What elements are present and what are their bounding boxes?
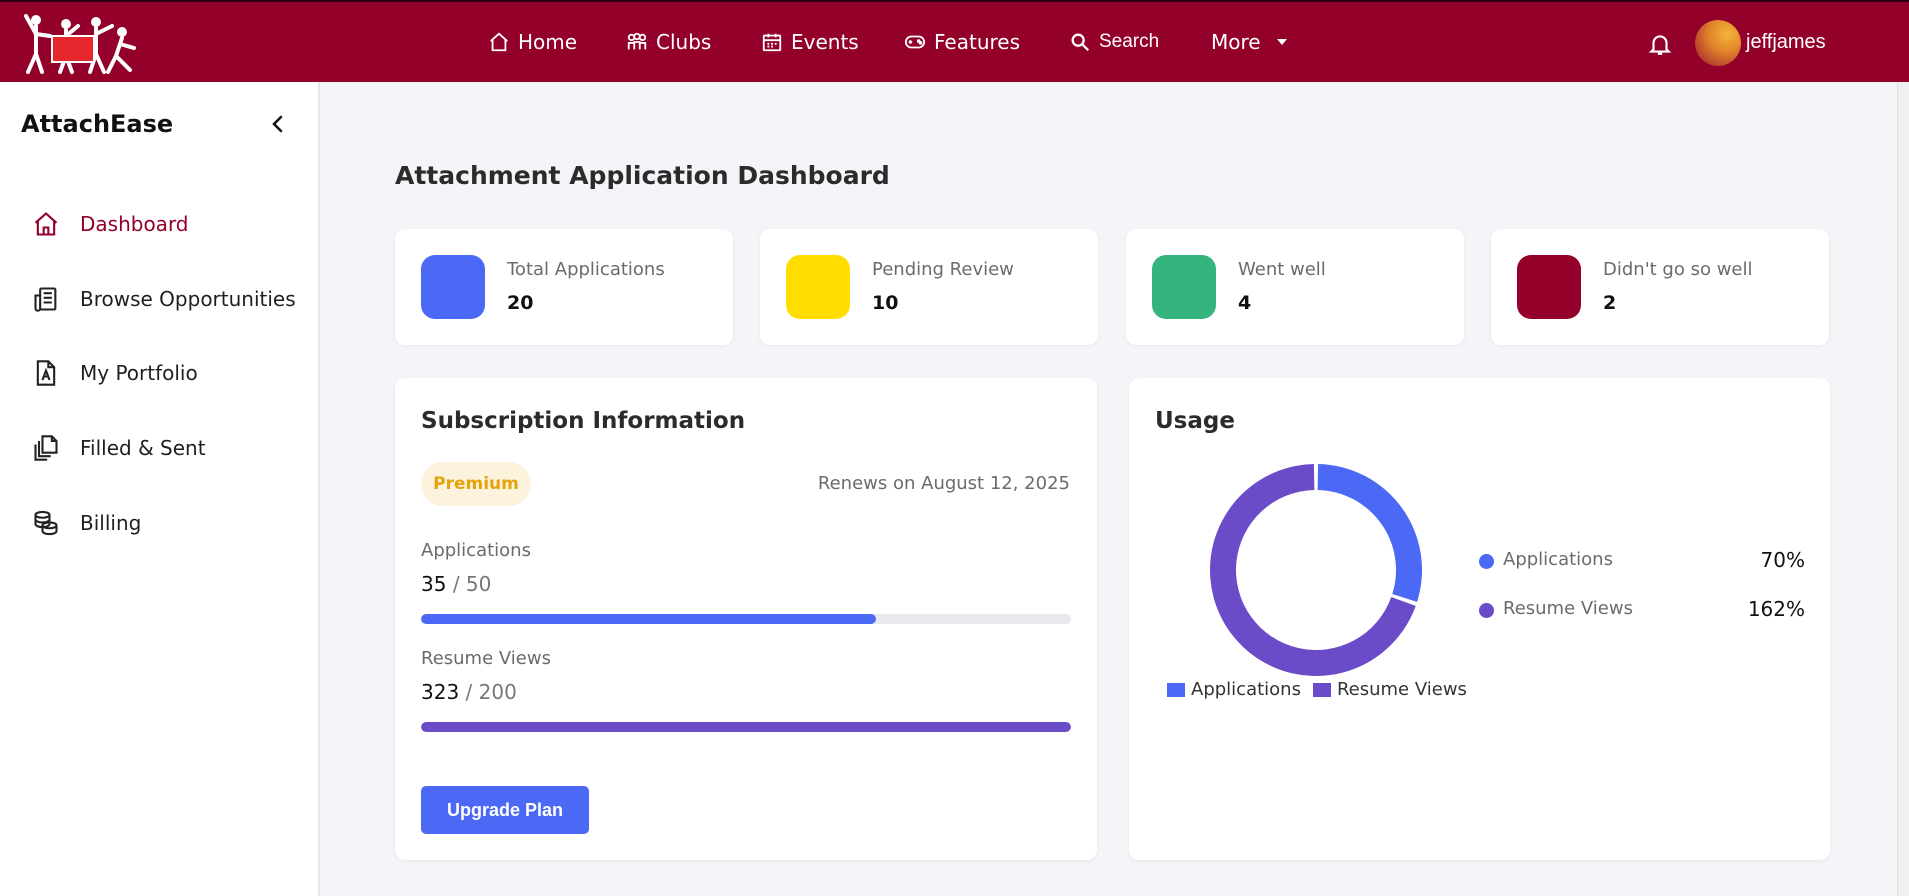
calendar-icon	[762, 33, 782, 52]
stat-value: 10	[872, 292, 899, 314]
nav-clubs[interactable]: Clubs	[626, 28, 711, 56]
nav-features[interactable]: Features	[904, 28, 1020, 56]
sidebar-item-dashboard[interactable]: Dashboard	[32, 207, 189, 241]
resume-views-progress-track	[421, 722, 1071, 732]
usage-row-label: Applications	[1503, 549, 1613, 570]
sidebar-item-my-portfolio[interactable]: My Portfolio	[32, 356, 198, 390]
applications-progress-track	[421, 614, 1071, 624]
subscription-title: Subscription Information	[421, 408, 746, 434]
stat-card-went-well: Went well 4	[1126, 229, 1464, 345]
subscription-card: Subscription Information Premium Renews …	[395, 378, 1097, 860]
applications-used: 35	[421, 572, 447, 596]
renewal-date: Renews on August 12, 2025	[817, 473, 1070, 494]
page-title: Attachment Application Dashboard	[395, 161, 890, 190]
legend-label: Resume Views	[1336, 679, 1467, 700]
upgrade-plan-button[interactable]: Upgrade Plan	[421, 786, 589, 834]
usage-row-value: 70%	[1760, 548, 1805, 572]
usage-row-resume-views: Resume Views 162%	[1479, 595, 1805, 625]
home-icon	[34, 212, 58, 236]
usage-donut-chart	[1210, 464, 1422, 676]
gamepad-icon	[904, 35, 926, 49]
applications-limit: / 50	[452, 572, 492, 596]
top-navbar: Home Clubs Events Features Search More j…	[0, 0, 1909, 82]
sidebar-item-label: Billing	[80, 511, 142, 535]
sidebar-item-label: Dashboard	[80, 212, 189, 236]
nav-events[interactable]: Events	[761, 28, 859, 56]
clubs-icon	[627, 32, 647, 50]
resume-views-limit: / 200	[465, 680, 517, 704]
stat-value: 20	[507, 292, 534, 314]
nav-home-label: Home	[518, 30, 578, 54]
chart-legend: Applications Resume Views	[1167, 679, 1467, 700]
legend-dot	[1479, 603, 1494, 618]
nav-more-label: More	[1211, 30, 1261, 54]
stat-value: 4	[1238, 292, 1252, 314]
page-scrollbar[interactable]	[1897, 82, 1909, 896]
legend-swatch	[1167, 682, 1185, 697]
usage-row-applications: Applications 70%	[1479, 546, 1805, 576]
chevron-down-icon	[1276, 39, 1287, 45]
stat-label: Didn't go so well	[1603, 259, 1753, 280]
stat-swatch	[1517, 255, 1581, 319]
sidebar-item-browse-opportunities[interactable]: Browse Opportunities	[32, 282, 296, 316]
legend-entry-resume-views[interactable]: Resume Views	[1312, 679, 1467, 700]
nav-clubs-label: Clubs	[656, 30, 712, 54]
nav-home[interactable]: Home	[488, 28, 577, 56]
usage-row-value: 162%	[1747, 597, 1805, 621]
coins-icon	[34, 510, 58, 536]
document-list-icon	[34, 287, 57, 312]
sidebar-item-label: Filled & Sent	[80, 436, 206, 460]
stat-label: Went well	[1238, 259, 1326, 280]
stat-label: Total Applications	[507, 259, 665, 280]
legend-label: Applications	[1191, 679, 1301, 700]
avatar[interactable]	[1695, 20, 1741, 66]
sidebar-item-billing[interactable]: Billing	[32, 506, 141, 540]
sidebar-item-label: Browse Opportunities	[80, 287, 296, 311]
sidebar: AttachEase Dashboard Browse Opportunitie…	[0, 82, 320, 896]
plan-badge: Premium	[421, 462, 531, 506]
applications-progress-fill	[421, 614, 876, 624]
legend-entry-applications[interactable]: Applications	[1167, 679, 1301, 700]
cuea-space-logo[interactable]	[22, 10, 142, 78]
portfolio-icon	[36, 360, 56, 386]
home-icon	[490, 32, 508, 52]
sidebar-brand: AttachEase	[21, 110, 174, 138]
copy-files-icon	[34, 435, 58, 461]
sidebar-item-filled-sent[interactable]: Filled & Sent	[32, 431, 206, 465]
stat-swatch	[1152, 255, 1216, 319]
stat-card-pending-review: Pending Review 10	[760, 229, 1098, 345]
stat-card-total-applications: Total Applications 20	[395, 229, 733, 345]
search-icon	[1071, 33, 1090, 52]
stat-label: Pending Review	[872, 259, 1014, 280]
resume-views-progress-fill	[421, 722, 1071, 732]
usage-row-label: Resume Views	[1503, 598, 1633, 619]
legend-swatch	[1312, 682, 1331, 697]
resume-views-used: 323	[421, 680, 460, 704]
nav-more-dropdown[interactable]: More	[1211, 28, 1287, 56]
stat-swatch	[421, 255, 485, 319]
bell-icon[interactable]	[1647, 30, 1673, 58]
stat-card-didnt-go-well: Didn't go so well 2	[1491, 229, 1829, 345]
resume-views-meter-value: 323 / 200	[421, 680, 517, 704]
sidebar-item-label: My Portfolio	[80, 361, 198, 385]
nav-features-label: Features	[934, 30, 1020, 54]
nav-events-label: Events	[791, 30, 859, 54]
nav-search-label: Search	[1099, 31, 1160, 52]
applications-meter-value: 35 / 50	[421, 572, 491, 596]
applications-meter-label: Applications	[421, 540, 531, 561]
nav-search[interactable]: Search	[1069, 28, 1159, 56]
stat-value: 2	[1603, 292, 1617, 314]
usage-title: Usage	[1155, 408, 1235, 434]
stat-swatch	[786, 255, 850, 319]
donut-slice-applications[interactable]	[1317, 464, 1422, 602]
chevron-left-icon[interactable]	[266, 112, 290, 136]
username[interactable]: jeffjames	[1746, 31, 1826, 53]
usage-card: Usage Applications Resume Views Applicat…	[1129, 378, 1830, 860]
legend-dot	[1479, 554, 1494, 569]
resume-views-meter-label: Resume Views	[421, 648, 551, 669]
